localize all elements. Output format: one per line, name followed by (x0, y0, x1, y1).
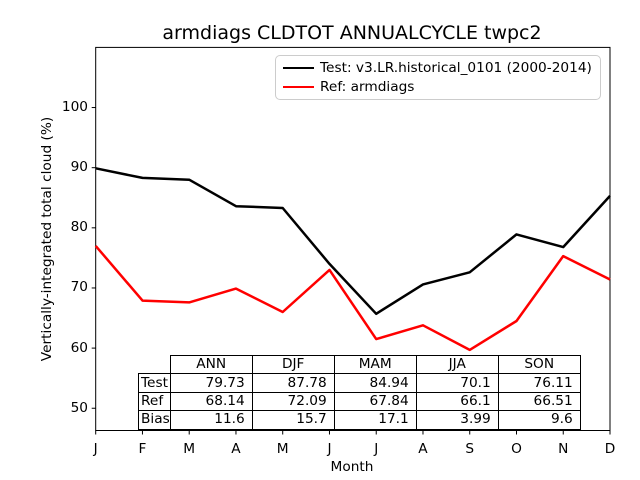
table-header-cell: MAM (333, 354, 417, 375)
y-tick-label: 70 (70, 279, 88, 296)
table-cell: 79.73 (169, 373, 253, 393)
x-tick-label: M (183, 441, 196, 457)
x-tick-label: N (558, 441, 569, 457)
legend-entry-test: Test: v3.LR.historical_0101 (2000-2014) (283, 59, 596, 77)
x-tick-label: J (327, 441, 332, 457)
table-row-label: Bias (138, 410, 171, 430)
x-tick-label: M (276, 441, 289, 457)
table-row: Bias 11.6 15.7 17.1 3.99 9.6 (138, 410, 581, 430)
y-tick-label: 60 (70, 339, 88, 356)
test-line-swatch (283, 66, 314, 70)
y-tick-label: 50 (70, 399, 88, 416)
x-tick-label: S (465, 441, 475, 457)
series-line-ref (94, 245, 611, 352)
y-tick-label: 100 (61, 99, 88, 116)
x-axis-label: Month (330, 459, 374, 475)
table-cell: 68.14 (169, 391, 253, 412)
x-tick-label: F (138, 441, 147, 457)
x-tick-label: O (511, 441, 522, 457)
table-cell: 66.51 (497, 391, 581, 412)
legend-label-test: Test: v3.LR.historical_0101 (2000-2014) (320, 60, 592, 76)
table-row: Ref 68.14 72.09 67.84 66.1 66.51 (138, 391, 581, 412)
y-tick-label: 80 (70, 219, 88, 236)
legend-entry-ref: Ref: armdiags (283, 78, 596, 96)
plot-border (95, 46, 611, 432)
x-tick-label: A (418, 441, 428, 457)
x-tick-label: J (93, 441, 98, 457)
legend-label-ref: Ref: armdiags (320, 79, 415, 95)
legend: Test: v3.LR.historical_0101 (2000-2014) … (275, 55, 601, 100)
table-cell: 87.78 (251, 373, 335, 393)
y-tick-label: 90 (70, 159, 88, 176)
x-tick-label: D (604, 441, 616, 457)
stats-table: ANN DJF MAM JJA SON Test 79.73 87.78 84.94 70.1 76… (138, 354, 581, 430)
x-tick-label: A (231, 441, 241, 457)
chart-title: armdiags CLDTOT ANNUALCYCLE twpc2 (162, 22, 542, 44)
ref-line-swatch (283, 85, 314, 89)
x-tick-label: J (374, 441, 379, 457)
table-cell: 9.6 (497, 410, 581, 430)
table-cell: 11.6 (169, 410, 253, 430)
series-line-test (95, 167, 611, 316)
